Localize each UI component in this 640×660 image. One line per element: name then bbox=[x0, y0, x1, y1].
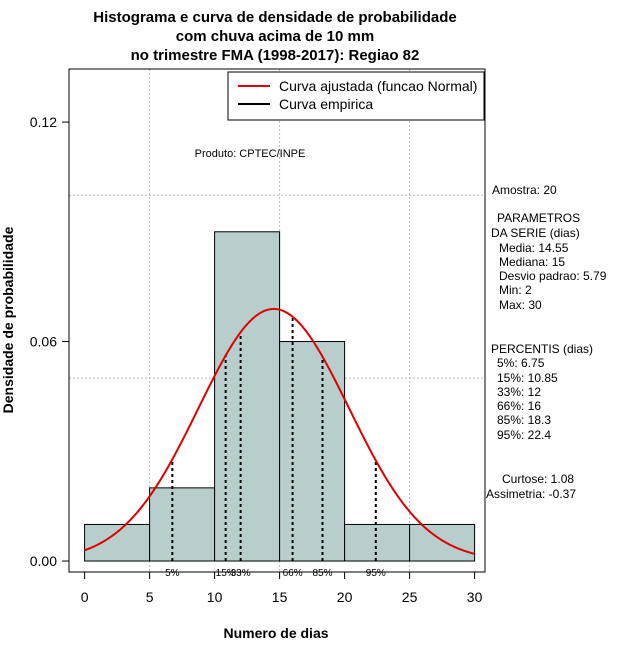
histogram-bar-3 bbox=[279, 341, 346, 562]
stat-p5: 5%: 6.75 bbox=[497, 356, 545, 370]
chart-title-line-3: no trimestre FMA (1998-2017): Regiao 82 bbox=[131, 47, 420, 64]
x-tick-label-2: 10 bbox=[207, 589, 223, 605]
chart-title-line-1: Histograma e curva de densidade de proba… bbox=[93, 9, 456, 26]
stat-p33: 33%: 12 bbox=[497, 385, 541, 399]
stat-min: Min: 2 bbox=[499, 283, 532, 297]
y-axis: 0.00 0.06 0.12 bbox=[30, 114, 69, 569]
percentile-markers: 5% 15%33% 66% 85% 95% bbox=[165, 316, 386, 579]
chart-title-line-2: com chuva acima de 10 mm bbox=[176, 28, 374, 45]
product-annotation: Produto: CPTEC/INPE bbox=[195, 148, 306, 160]
percentile-label-1: 15% bbox=[216, 568, 236, 579]
stats-panel: Amostra: 20 PARAMETROS DA SERIE (dias) M… bbox=[486, 183, 607, 501]
histogram-bar-0 bbox=[84, 523, 151, 562]
stat-p66: 66%: 16 bbox=[497, 399, 541, 413]
x-axis-label: Numero de dias bbox=[223, 625, 328, 641]
stat-max: Max: 30 bbox=[499, 298, 542, 312]
stat-desvio: Desvio padrao: 5.79 bbox=[499, 269, 607, 283]
percentile-label-3: 66% bbox=[283, 568, 303, 579]
percentile-label-0: 5% bbox=[165, 568, 180, 579]
y-tick-label-2: 0.12 bbox=[30, 114, 57, 130]
percentile-label-4: 85% bbox=[312, 568, 332, 579]
stat-curtose: Curtose: 1.08 bbox=[502, 472, 574, 486]
stat-percentis-title: PERCENTIS (dias) bbox=[491, 342, 593, 356]
x-tick-label-6: 30 bbox=[467, 589, 483, 605]
legend-box bbox=[227, 71, 485, 121]
x-tick-label-5: 25 bbox=[402, 589, 418, 605]
stat-mediana: Mediana: 15 bbox=[499, 255, 565, 269]
y-axis-label: Densidade de probabilidade bbox=[0, 226, 16, 413]
stat-p85: 85%: 18.3 bbox=[497, 413, 551, 427]
histogram-bars bbox=[84, 231, 476, 562]
legend-label-normal: Curva ajustada (funcao Normal) bbox=[279, 78, 477, 94]
legend: Curva ajustada (funcao Normal) Curva emp… bbox=[227, 71, 485, 121]
histogram-bar-1 bbox=[149, 487, 216, 562]
stat-assimetria: Assimetria: -0.37 bbox=[486, 487, 576, 501]
percentile-label-5: 95% bbox=[366, 568, 386, 579]
stat-params-title-1: PARAMETROS bbox=[497, 211, 580, 225]
histogram-bar-4 bbox=[344, 523, 411, 562]
x-tick-label-3: 15 bbox=[272, 589, 288, 605]
stat-params-title-2: DA SERIE (dias) bbox=[491, 226, 580, 240]
legend-label-empirical: Curva empirica bbox=[279, 96, 373, 112]
percentile-label-2: 33% bbox=[231, 568, 251, 579]
x-axis: 0 5 10 15 20 25 30 bbox=[81, 571, 483, 605]
y-tick-label-1: 0.06 bbox=[30, 334, 57, 350]
stat-p15: 15%: 10.85 bbox=[497, 371, 558, 385]
x-tick-label-1: 5 bbox=[146, 589, 154, 605]
x-tick-label-0: 0 bbox=[81, 589, 89, 605]
normal-fit-curve bbox=[84, 307, 475, 555]
stat-media: Media: 14.55 bbox=[499, 241, 569, 255]
stat-amostra: Amostra: 20 bbox=[492, 183, 557, 197]
x-tick-label-4: 20 bbox=[337, 589, 353, 605]
stat-p95: 95%: 22.4 bbox=[497, 428, 551, 442]
histogram-bar-5 bbox=[409, 523, 476, 562]
y-tick-label-0: 0.00 bbox=[30, 553, 57, 569]
histogram-bar-2 bbox=[214, 231, 281, 562]
